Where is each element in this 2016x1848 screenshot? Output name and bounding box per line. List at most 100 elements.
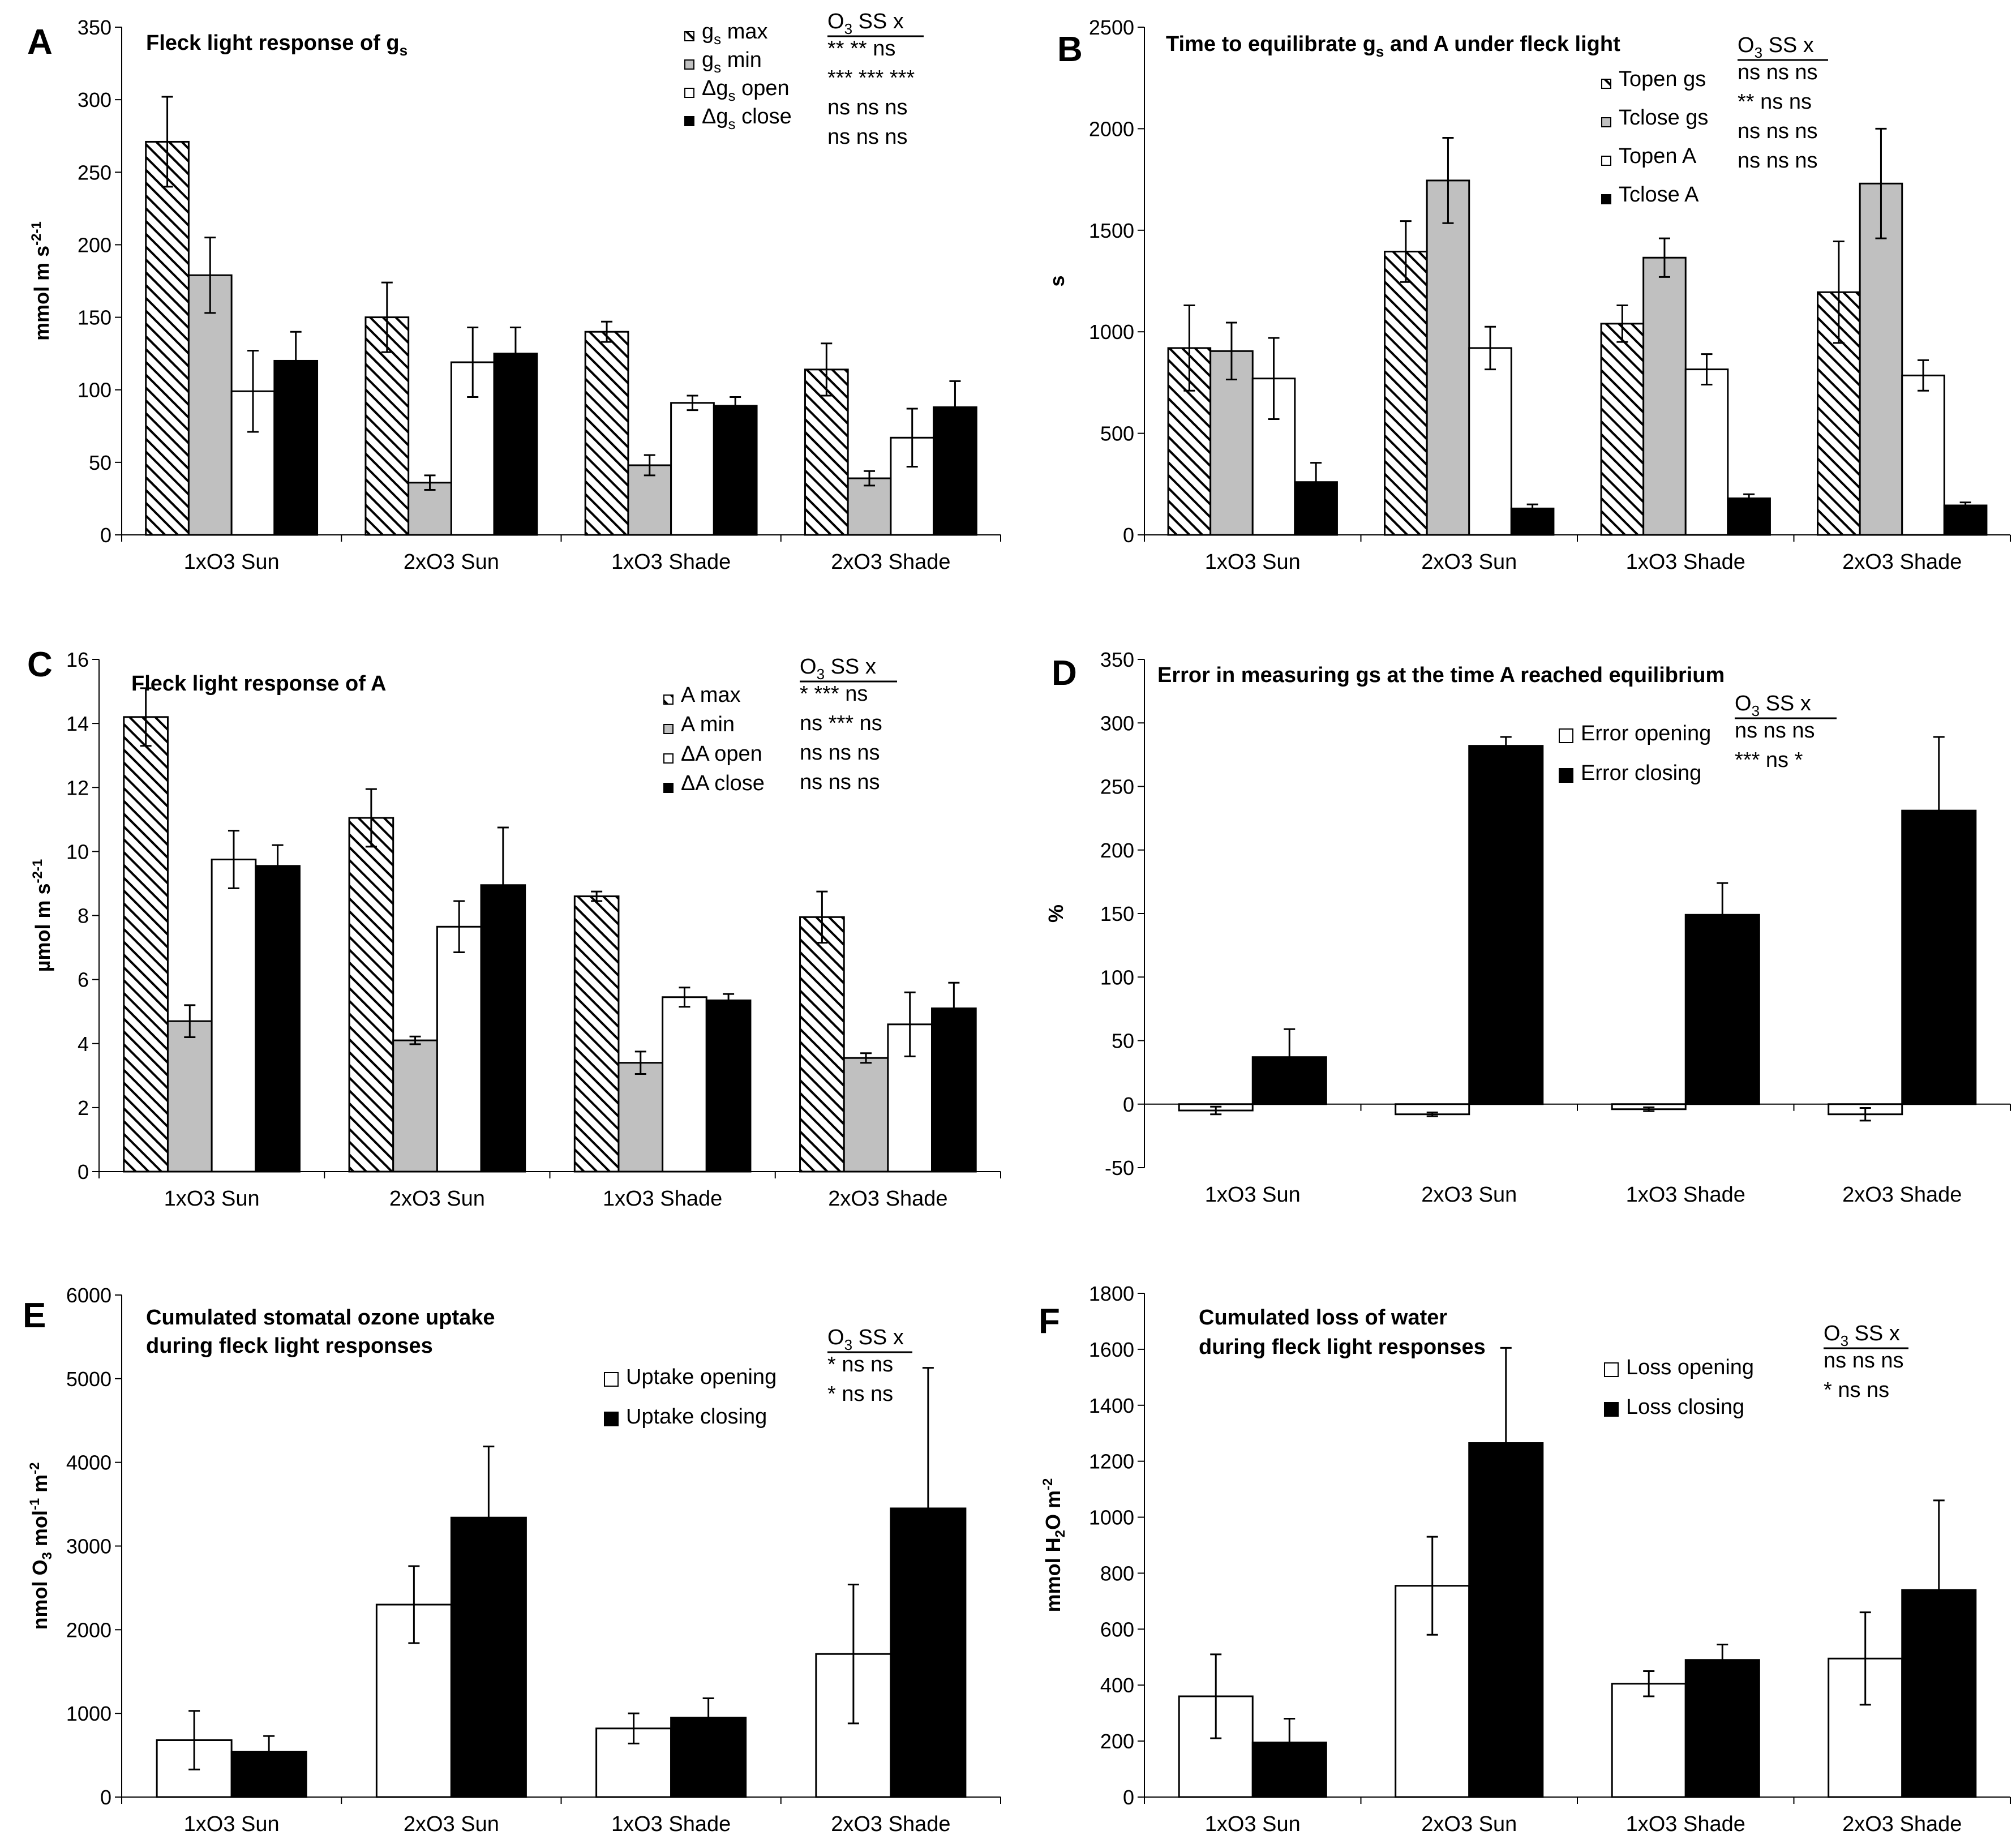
x-tick-label: 2xO3 Sun bbox=[404, 550, 499, 574]
legend-label: Topen gs bbox=[1619, 67, 1706, 91]
y-tick-label: 100 bbox=[1100, 966, 1134, 989]
y-tick-label: 6000 bbox=[66, 1284, 111, 1307]
legend-label: Δgs close bbox=[702, 105, 792, 132]
legend-label: Loss closing bbox=[1626, 1395, 1744, 1419]
stats-header-part: SS x bbox=[1848, 1322, 1900, 1345]
x-tick-label: 2xO3 Sun bbox=[404, 1812, 499, 1836]
stats-row: ns ns ns bbox=[1738, 119, 1818, 143]
legend-label: gs max bbox=[702, 20, 768, 48]
bar-a-s0-c3 bbox=[804, 368, 849, 536]
y-tick-label: 0 bbox=[1123, 1786, 1134, 1809]
stats-header-part: O bbox=[1735, 692, 1752, 715]
bar-c-s2-c0 bbox=[211, 859, 257, 1173]
title-part: Fleck light response of A bbox=[131, 672, 386, 696]
bar-b-s1-c1 bbox=[1426, 179, 1470, 536]
legend-part: g bbox=[702, 48, 714, 72]
bar-c-s1-c1 bbox=[392, 1039, 438, 1173]
bar-d-s1-c1 bbox=[1468, 745, 1544, 1105]
title-sub: s bbox=[400, 42, 408, 59]
legend-sub: s bbox=[728, 115, 736, 132]
x-tick-label: 2xO3 Shade bbox=[1842, 1812, 1962, 1836]
chart-panel-e: E 0 1000 2000 3000 4000 5000 6000 1xO3 Sun 2xO3 S… bbox=[23, 1284, 1001, 1836]
legend-part: Δg bbox=[702, 105, 728, 128]
y-tick-label: 200 bbox=[1100, 1730, 1134, 1753]
x-tick-label: 1xO3 Shade bbox=[603, 1187, 722, 1211]
y-tick-label: 250 bbox=[78, 161, 111, 184]
x-tick-label: 1xO3 Sun bbox=[184, 550, 280, 574]
stats-row: ns ns ns bbox=[1738, 149, 1818, 173]
stats-header: O3 SS x bbox=[827, 1326, 904, 1353]
legend-swatch bbox=[1601, 194, 1611, 204]
chart-panel-d: D -50 0 50 100 150 200 250 300 350 1xO3 Sun 2xO3 Su… bbox=[1044, 648, 2011, 1207]
y-tick-label: 16 bbox=[66, 648, 89, 671]
y-axis-label: mmol H2O m-2 bbox=[1040, 1478, 1068, 1613]
panel-letter: B bbox=[1057, 30, 1083, 69]
legend-label: Δgs open bbox=[702, 76, 790, 104]
y-tick-label: 200 bbox=[1100, 839, 1134, 862]
y-tick-label: 14 bbox=[66, 712, 89, 735]
legend-part: min bbox=[721, 48, 762, 72]
legend-swatch bbox=[663, 724, 674, 734]
legend-label: Tclose gs bbox=[1619, 106, 1708, 130]
y-tick-label: 300 bbox=[78, 88, 111, 112]
title-part: Cumulated loss of water bbox=[1199, 1306, 1447, 1330]
stats-row: * ns ns bbox=[1824, 1378, 1889, 1402]
legend-swatch bbox=[604, 1372, 619, 1387]
y-tick-label: 350 bbox=[1100, 648, 1134, 671]
stats-header-sub: 3 bbox=[817, 666, 825, 683]
legend-part: Uptake closing bbox=[626, 1405, 767, 1429]
x-tick-label: 1xO3 Sun bbox=[1205, 550, 1301, 574]
y-label-part: s bbox=[31, 883, 54, 900]
bar-a-s2-c2 bbox=[670, 402, 715, 536]
chart-title: Cumulated loss of water bbox=[1199, 1306, 1447, 1330]
y-label-sup: -2 bbox=[27, 1462, 42, 1474]
x-tick-label: 1xO3 Shade bbox=[1626, 1812, 1745, 1836]
chart-title: Error in measuring gs at the time A reac… bbox=[1157, 663, 1725, 687]
legend-part: Topen A bbox=[1619, 144, 1697, 168]
legend-swatch bbox=[1604, 1362, 1619, 1377]
legend-label: Topen A bbox=[1619, 144, 1697, 168]
y-label-part: s bbox=[30, 246, 53, 263]
legend-sub: s bbox=[714, 59, 721, 76]
y-label-part: nmol O bbox=[28, 1560, 52, 1630]
stats-header-part: O bbox=[1824, 1322, 1841, 1345]
stats-header-sub: 3 bbox=[844, 1336, 852, 1353]
y-tick-label: 4 bbox=[78, 1032, 89, 1056]
stats-header-part: SS x bbox=[852, 1326, 904, 1349]
y-tick-label: 0 bbox=[100, 1786, 111, 1809]
stats-row: ns ns ns bbox=[1824, 1349, 1904, 1373]
chart-title: Time to equilibrate gs and A under fleck… bbox=[1166, 32, 1620, 60]
legend-sub: s bbox=[728, 87, 736, 104]
bar-a-s0-c0 bbox=[145, 140, 190, 536]
y-tick-label: 12 bbox=[66, 776, 89, 799]
stats-header-part: O bbox=[1738, 33, 1755, 57]
legend-swatch bbox=[663, 753, 674, 764]
legend-swatch bbox=[604, 1412, 619, 1426]
stats-header-part: O bbox=[827, 10, 844, 33]
y-label-sup: -2 bbox=[29, 233, 44, 245]
chart-title: Cumulated stomatal ozone uptake bbox=[146, 1306, 495, 1330]
y-axis-label: % bbox=[1044, 904, 1067, 923]
bar-c-s3-c0 bbox=[255, 865, 301, 1173]
y-tick-label: 6 bbox=[78, 968, 89, 992]
legend-part: ΔA open bbox=[681, 742, 762, 766]
bar-c-s2-c2 bbox=[662, 996, 707, 1173]
y-tick-label: 5000 bbox=[66, 1367, 111, 1391]
x-tick-label: 1xO3 Shade bbox=[611, 1812, 731, 1836]
title-part: Error in measuring gs at the time A reac… bbox=[1157, 663, 1725, 687]
y-label-sub: 2 bbox=[1053, 1530, 1068, 1537]
y-axis-label: s bbox=[1045, 275, 1069, 286]
y-label-part: µmol m bbox=[31, 900, 54, 972]
chart-panel-f: F 0 200 400 600 800 1000 1200 1400 1600 1800 1xO3 S… bbox=[1039, 1282, 2011, 1836]
bar-c-s0-c2 bbox=[573, 895, 620, 1173]
stats-row: ns ns ns bbox=[800, 741, 880, 765]
y-tick-label: 1000 bbox=[1089, 1506, 1134, 1529]
legend-part: Tclose A bbox=[1619, 183, 1699, 207]
panel-letter: E bbox=[23, 1296, 46, 1335]
y-tick-label: 600 bbox=[1100, 1618, 1134, 1641]
bar-b-s2-c2 bbox=[1684, 368, 1729, 536]
y-tick-label: 0 bbox=[78, 1160, 89, 1184]
bar-c-s3-c3 bbox=[931, 1007, 977, 1173]
chart-title: Fleck light response of A bbox=[131, 672, 386, 696]
